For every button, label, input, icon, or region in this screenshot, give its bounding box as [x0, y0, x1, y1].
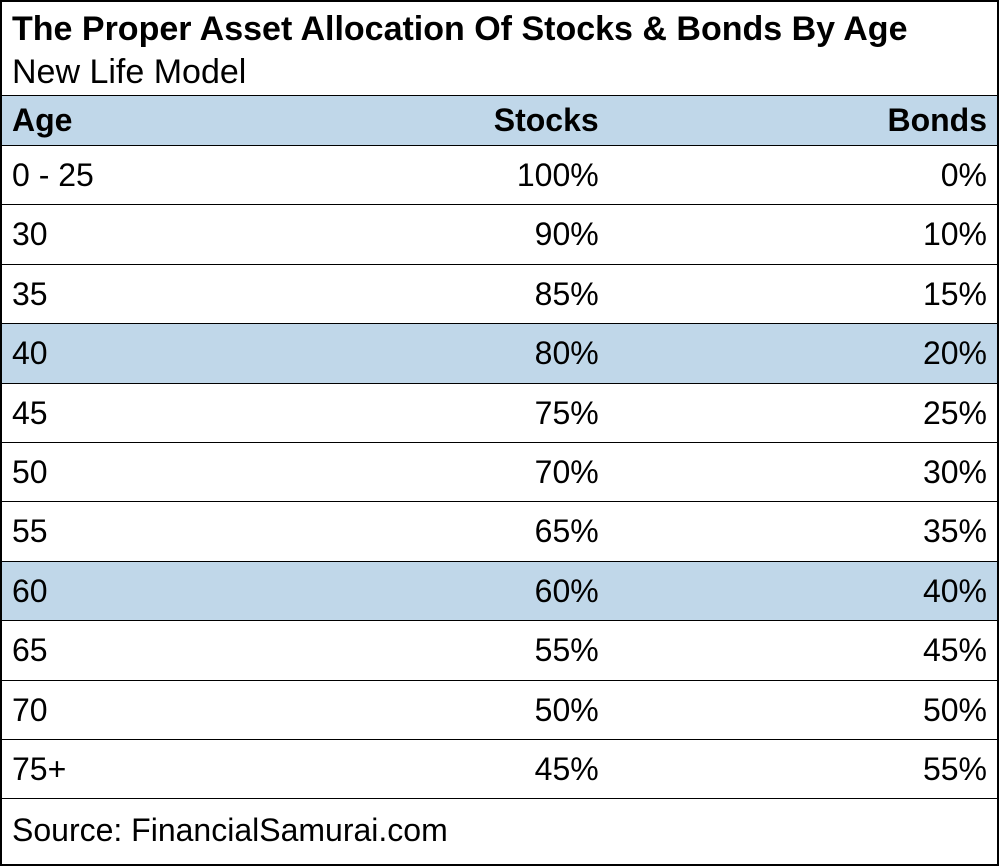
cell-age: 50: [2, 442, 330, 501]
allocation-table-container: The Proper Asset Allocation Of Stocks & …: [0, 0, 999, 866]
cell-age: 70: [2, 680, 330, 739]
cell-age: 30: [2, 205, 330, 264]
cell-stocks: 85%: [330, 264, 658, 323]
cell-age: 55: [2, 502, 330, 561]
cell-stocks: 60%: [330, 561, 658, 620]
cell-bonds: 45%: [659, 621, 997, 680]
cell-age: 75+: [2, 739, 330, 798]
title-block: The Proper Asset Allocation Of Stocks & …: [2, 2, 997, 96]
table-row: 4080%20%: [2, 324, 997, 383]
cell-bonds: 30%: [659, 442, 997, 501]
cell-bonds: 25%: [659, 383, 997, 442]
cell-stocks: 100%: [330, 146, 658, 205]
cell-bonds: 10%: [659, 205, 997, 264]
cell-stocks: 75%: [330, 383, 658, 442]
table-subtitle: New Life Model: [12, 51, 987, 94]
col-header-stocks: Stocks: [330, 96, 658, 146]
cell-bonds: 55%: [659, 739, 997, 798]
cell-stocks: 90%: [330, 205, 658, 264]
cell-age: 35: [2, 264, 330, 323]
cell-stocks: 65%: [330, 502, 658, 561]
table-footer: Source: FinancialSamurai.com: [2, 799, 997, 864]
table-row: 3090%10%: [2, 205, 997, 264]
cell-bonds: 40%: [659, 561, 997, 620]
table-row: 5565%35%: [2, 502, 997, 561]
source-text: Source: FinancialSamurai.com: [2, 799, 997, 864]
allocation-table: Age Stocks Bonds 0 - 25100%0%3090%10%358…: [2, 96, 997, 864]
table-row: 0 - 25100%0%: [2, 146, 997, 205]
table-body: 0 - 25100%0%3090%10%3585%15%4080%20%4575…: [2, 146, 997, 799]
cell-bonds: 15%: [659, 264, 997, 323]
cell-age: 60: [2, 561, 330, 620]
table-row: 7050%50%: [2, 680, 997, 739]
cell-bonds: 35%: [659, 502, 997, 561]
col-header-bonds: Bonds: [659, 96, 997, 146]
cell-bonds: 50%: [659, 680, 997, 739]
table-header: Age Stocks Bonds: [2, 96, 997, 146]
table-row: 6555%45%: [2, 621, 997, 680]
table-row: 3585%15%: [2, 264, 997, 323]
cell-age: 0 - 25: [2, 146, 330, 205]
cell-stocks: 70%: [330, 442, 658, 501]
col-header-age: Age: [2, 96, 330, 146]
table-row: 4575%25%: [2, 383, 997, 442]
cell-bonds: 20%: [659, 324, 997, 383]
cell-stocks: 80%: [330, 324, 658, 383]
table-row: 6060%40%: [2, 561, 997, 620]
cell-stocks: 45%: [330, 739, 658, 798]
cell-age: 65: [2, 621, 330, 680]
cell-bonds: 0%: [659, 146, 997, 205]
table-row: 75+45%55%: [2, 739, 997, 798]
cell-stocks: 50%: [330, 680, 658, 739]
cell-stocks: 55%: [330, 621, 658, 680]
cell-age: 40: [2, 324, 330, 383]
table-row: 5070%30%: [2, 442, 997, 501]
table-title: The Proper Asset Allocation Of Stocks & …: [12, 8, 987, 51]
cell-age: 45: [2, 383, 330, 442]
